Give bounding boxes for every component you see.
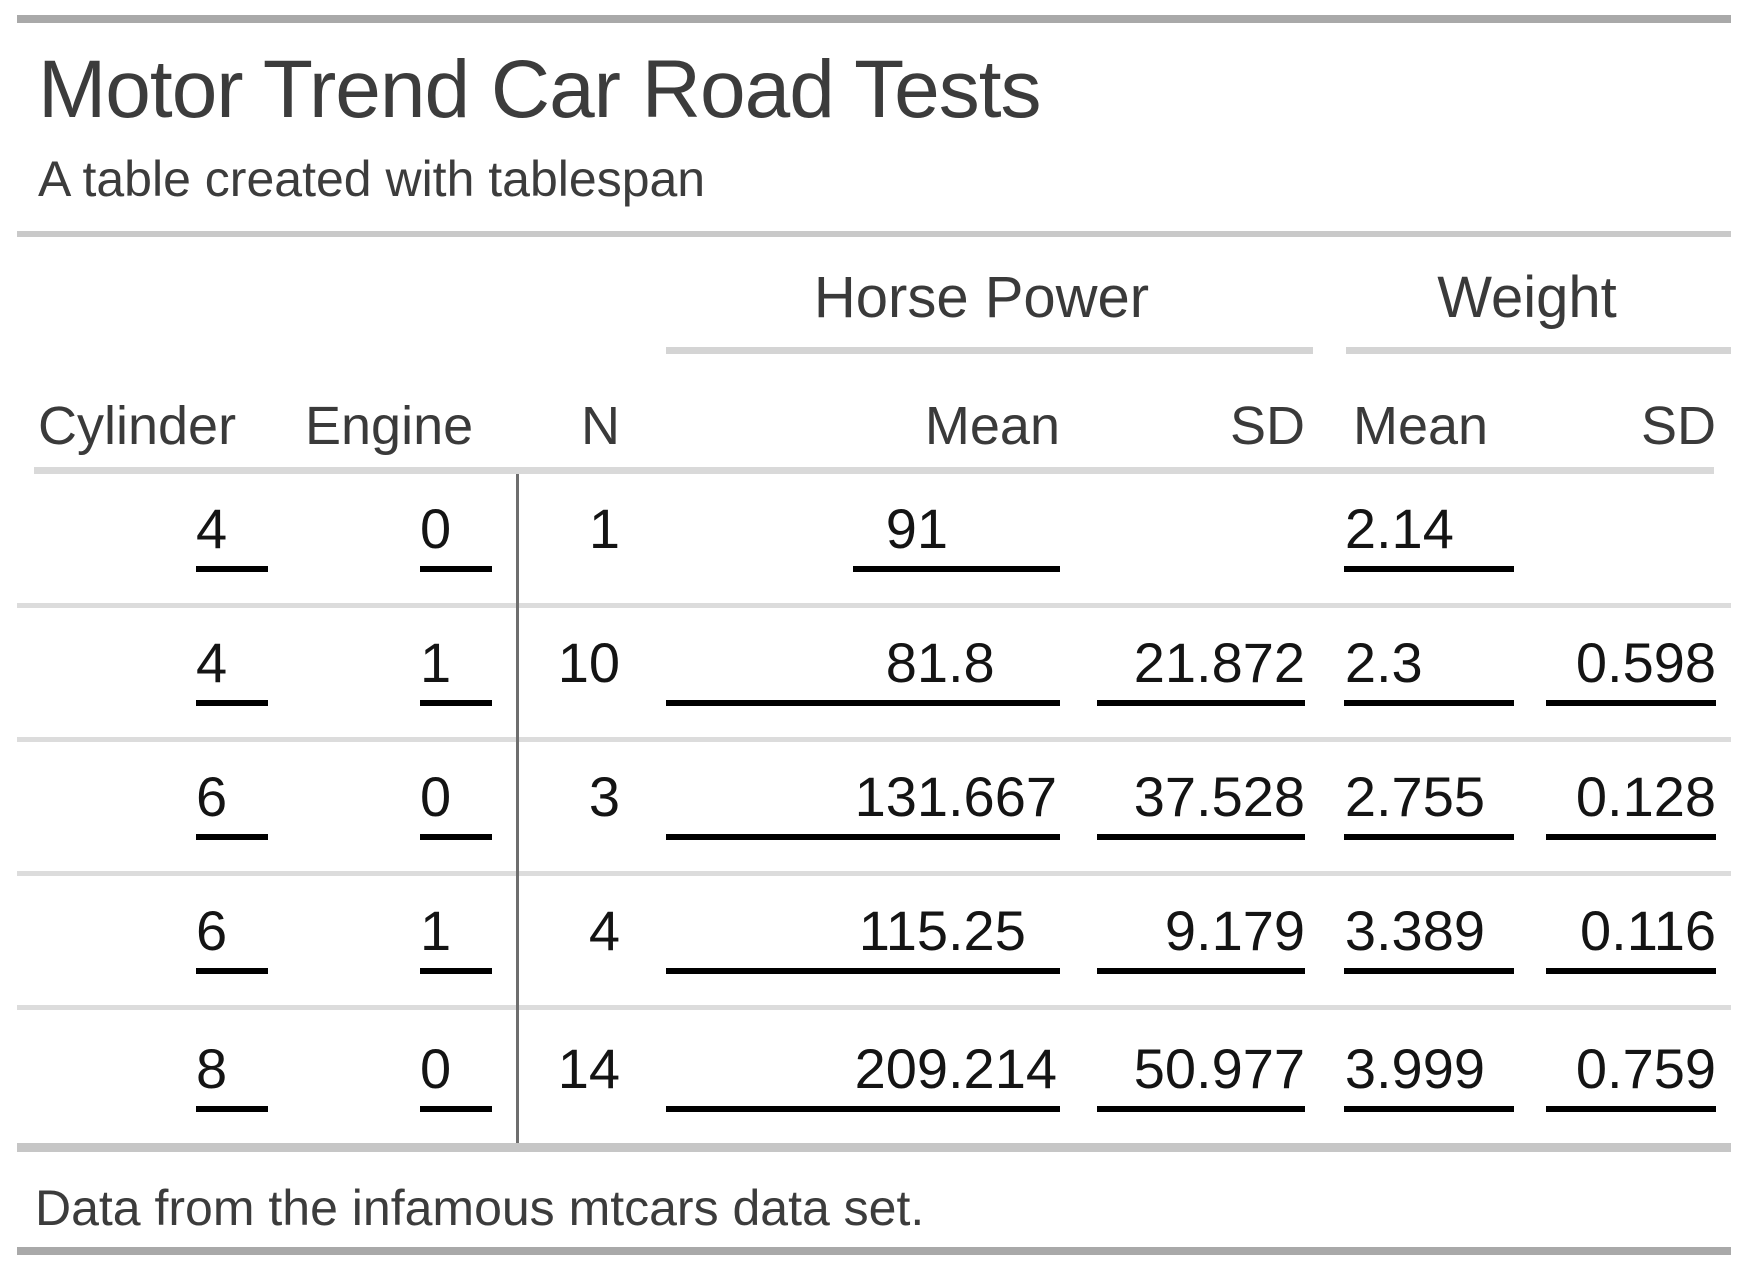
spanner-label-weight: Weight xyxy=(1437,264,1617,330)
column-header-row: Cylinder Engine N Mean SD Mean SD xyxy=(17,354,1731,467)
cell-wt_sd: 0.759 xyxy=(1531,1010,1731,1143)
cell-wt_sd: 0.116 xyxy=(1531,876,1731,1005)
column-header-n: N xyxy=(581,395,620,456)
table-row: 4 0 1 91 2.14 xyxy=(17,474,1731,608)
spanner-spacer xyxy=(17,269,640,354)
cell-wt_sd xyxy=(1531,474,1731,603)
cell-n: 4 xyxy=(588,898,620,962)
cell-hp_mean: 115.25 xyxy=(640,876,1078,1005)
spanner-underline-horse-power xyxy=(666,346,1313,354)
cell-n: 14 xyxy=(557,1036,620,1100)
cell-wt_mean: 2.755 xyxy=(1323,742,1531,871)
table-row: 6 0 3 131.667 37.528 2.755 0.128 xyxy=(17,742,1731,876)
spanner-underline-weight xyxy=(1346,346,1731,354)
cell-wt_mean: 2.14 xyxy=(1323,474,1531,603)
column-header-hp-sd: SD xyxy=(1229,395,1305,456)
cell-cylinder: 6 xyxy=(17,876,300,1005)
cell-hp_sd: 21.872 xyxy=(1078,608,1323,737)
page-subtitle: A table created with tablespan xyxy=(38,151,706,208)
cell-wt_mean: 3.999 xyxy=(1323,1010,1531,1143)
top-accent-bar xyxy=(17,15,1731,23)
column-header-wt-mean: Mean xyxy=(1353,395,1489,456)
spanner-weight: Weight xyxy=(1323,264,1731,354)
spanner-label-horse-power: Horse Power xyxy=(813,264,1150,330)
cell-n: 1 xyxy=(588,496,620,560)
spanner-row: Horse Power Weight xyxy=(17,237,1731,354)
cell-cylinder: 6 xyxy=(17,742,300,871)
cell-engine: 1 xyxy=(300,876,517,1005)
column-header-hp-mean: Mean xyxy=(924,395,1060,456)
cell-hp_sd: 9.179 xyxy=(1078,876,1323,1005)
table-row: 4 1 10 81.8 21.872 2.3 0.598 xyxy=(17,608,1731,742)
cell-n: 3 xyxy=(588,764,620,828)
table: Horse Power Weight Cylinder Engine N Mea… xyxy=(17,237,1731,1152)
cell-engine: 1 xyxy=(300,608,517,737)
cell-engine: 0 xyxy=(300,1010,517,1143)
column-header-engine: Engine xyxy=(305,395,474,456)
cell-hp_sd xyxy=(1078,474,1323,603)
cell-wt_sd: 0.128 xyxy=(1531,742,1731,871)
table-row: 8 0 14 209.214 50.977 3.999 0.759 xyxy=(17,1010,1731,1143)
cell-hp_mean: 81.8 xyxy=(640,608,1078,737)
cell-hp_mean: 131.667 xyxy=(640,742,1078,871)
cell-cylinder: 4 xyxy=(17,608,300,737)
column-header-wt-sd: SD xyxy=(1640,395,1716,456)
cell-engine: 0 xyxy=(300,742,517,871)
cell-hp_sd: 50.977 xyxy=(1078,1010,1323,1143)
spanner-horse-power: Horse Power xyxy=(640,264,1323,354)
cell-n: 10 xyxy=(557,630,620,694)
cell-wt_mean: 3.389 xyxy=(1323,876,1531,1005)
stub-divider-line xyxy=(516,473,519,1143)
table-body: 4 0 1 91 2.14 4 1 10 81.8 21.872 2.3 0.598 6 0 3 131.66… xyxy=(17,473,1731,1152)
column-header-cylinder: Cylinder xyxy=(38,395,237,456)
cell-cylinder: 4 xyxy=(17,474,300,603)
cell-wt_mean: 2.3 xyxy=(1323,608,1531,737)
cell-cylinder: 8 xyxy=(17,1010,300,1143)
page-title: Motor Trend Car Road Tests xyxy=(38,44,1041,135)
cell-hp_sd: 37.528 xyxy=(1078,742,1323,871)
subtitle-separator xyxy=(17,230,1731,237)
table-row: 6 1 4 115.25 9.179 3.389 0.116 xyxy=(17,876,1731,1010)
bottom-accent-bar xyxy=(17,1247,1731,1256)
cell-hp_mean: 209.214 xyxy=(640,1010,1078,1143)
cell-engine: 0 xyxy=(300,474,517,603)
cell-wt_sd: 0.598 xyxy=(1531,608,1731,737)
cell-hp_mean: 91 xyxy=(640,474,1078,603)
table-footnote: Data from the infamous mtcars data set. xyxy=(35,1179,925,1236)
header-separator xyxy=(34,466,1714,474)
